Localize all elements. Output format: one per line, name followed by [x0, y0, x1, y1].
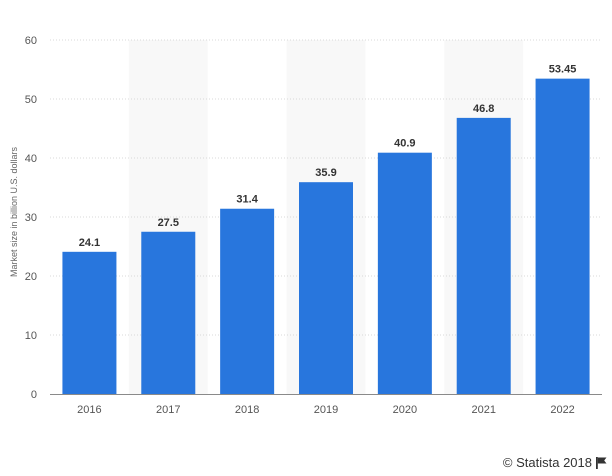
y-tick-label-50: 50	[25, 94, 37, 106]
data-label-2018: 31.4	[236, 194, 258, 206]
y-axis-ticks: 0 10 20 30 40 50 60	[25, 35, 37, 401]
x-tick-label-2016: 2016	[77, 404, 101, 416]
x-tick-label-2018: 2018	[235, 404, 259, 416]
x-tick-label-2017: 2017	[156, 404, 180, 416]
data-label-2021: 46.8	[473, 103, 494, 115]
y-tick-label-40: 40	[25, 153, 37, 165]
bar-2018[interactable]	[220, 208, 275, 394]
data-label-2020: 40.9	[394, 138, 415, 150]
y-tick-label-30: 30	[25, 212, 37, 224]
bars	[62, 78, 590, 395]
y-tick-label-10: 10	[25, 330, 37, 342]
x-tick-label-2020: 2020	[393, 404, 417, 416]
credit-text: © Statista 2018	[502, 455, 592, 470]
data-labels: 24.1 27.5 31.4 35.9 40.9 46.8 53.45	[79, 64, 577, 249]
data-label-2022: 53.45	[549, 64, 577, 76]
x-axis-ticks: 2016 2017 2018 2019 2020 2021 2022	[77, 404, 575, 416]
bar-2020[interactable]	[377, 152, 432, 394]
data-label-2016: 24.1	[79, 237, 100, 249]
y-tick-label-0: 0	[31, 389, 37, 401]
data-label-2017: 27.5	[158, 217, 179, 229]
flag-icon[interactable]	[596, 456, 607, 469]
data-label-2019: 35.9	[315, 167, 336, 179]
statista-credit[interactable]: © Statista 2018	[503, 455, 607, 470]
y-axis-title: Market size in billion U.S. dollars	[9, 146, 19, 277]
x-tick-label-2019: 2019	[314, 404, 338, 416]
bar-2017[interactable]	[141, 231, 196, 394]
y-tick-label-60: 60	[25, 35, 37, 47]
bar-2022[interactable]	[535, 78, 590, 395]
bar-2021[interactable]	[456, 117, 511, 394]
bar-2019[interactable]	[299, 182, 353, 394]
y-tick-label-20: 20	[25, 271, 37, 283]
x-tick-label-2021: 2021	[471, 404, 495, 416]
x-tick-label-2022: 2022	[550, 404, 574, 416]
bar-2016[interactable]	[62, 251, 117, 394]
